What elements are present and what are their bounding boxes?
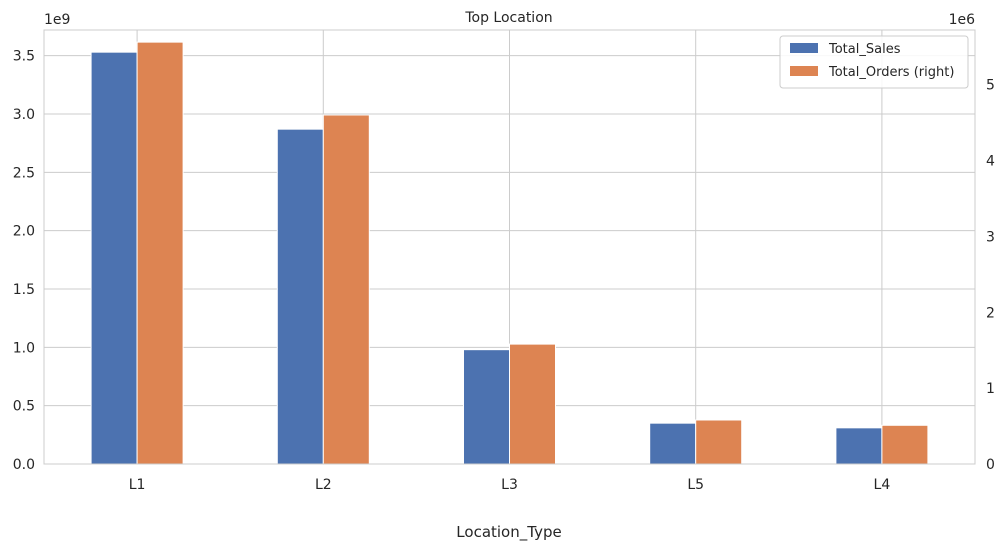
bar-total-sales-l5 [649,422,697,465]
bar-total-orders-l5 [695,419,743,465]
y-right-tick-label: 4 [986,154,995,170]
bar-total-orders-l2 [322,114,370,465]
bar-total-sales-l1 [90,51,138,465]
y-right-tick-label: 0 [986,457,995,473]
bar-total-sales-l4 [835,427,883,465]
x-tick-label: L3 [501,477,518,493]
y-left-exponent-label: 1e9 [44,12,70,28]
legend-label-total-orders: Total_Orders (right) [828,65,954,80]
x-axis-label: Location_Type [456,523,561,542]
bars [90,41,929,465]
y-left-tick-label: 3.5 [13,49,35,65]
y-right-tick-label: 3 [986,229,995,245]
bar-total-orders-l1 [136,41,184,465]
legend-box [779,35,969,89]
x-tick-label: L5 [687,477,704,493]
bar-total-sales-l2 [276,128,324,465]
y-left-tick-label: 2.0 [13,224,35,240]
y-left-tick-label: 0.5 [13,399,35,415]
y-right-exponent-label: 1e6 [949,12,976,28]
x-tick-labels: L1 L2 L3 L5 L4 [129,477,891,493]
bar-total-orders-l4 [881,424,929,465]
grid-lines [44,30,975,465]
y-left-tick-labels: 0.0 0.5 1.0 1.5 2.0 2.5 3.0 3.5 [13,49,35,473]
y-right-tick-labels: 0 1 2 3 4 5 [986,78,995,473]
x-tick-label: L2 [315,477,332,493]
y-left-tick-label: 2.5 [13,165,35,181]
x-tick-label: L4 [874,477,891,493]
bar-total-orders-l3 [509,343,556,465]
y-right-tick-label: 2 [986,305,995,321]
y-right-tick-label: 1 [986,381,995,397]
legend-swatch-total-sales [790,43,818,53]
bar-total-sales-l3 [463,349,510,465]
legend-label-total-sales: Total_Sales [828,42,901,57]
legend-swatch-total-orders [790,66,818,76]
y-right-tick-label: 5 [986,78,995,94]
plot-frame [43,29,976,465]
x-tick-label: L1 [129,477,146,493]
y-left-tick-label: 3.0 [13,107,35,123]
legend: Total_Sales Total_Orders (right) [779,35,969,89]
y-left-tick-label: 1.5 [13,282,35,298]
y-left-tick-label: 1.0 [13,340,35,356]
chart-title: Top Location [464,10,552,26]
y-left-tick-label: 0.0 [13,457,35,473]
